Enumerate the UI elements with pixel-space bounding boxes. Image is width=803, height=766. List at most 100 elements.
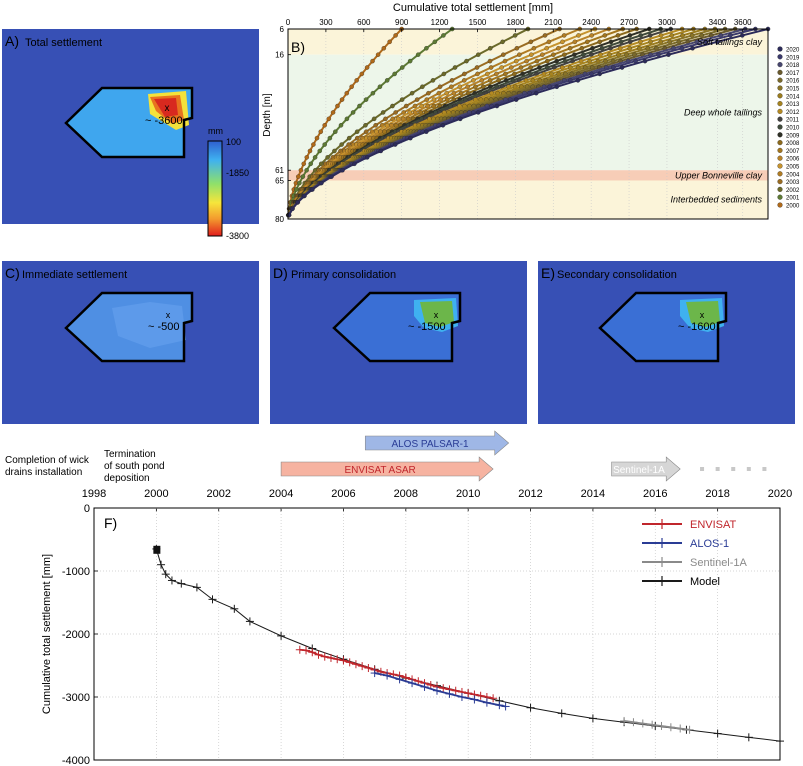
depth-profile-point xyxy=(412,103,418,109)
legend-marker xyxy=(777,101,783,107)
annotation-south-pond-line1: Termination xyxy=(104,449,156,460)
time-chart-y-tick-label: 0 xyxy=(84,503,90,515)
depth-profile-point xyxy=(354,78,359,83)
depth-profile-point xyxy=(461,78,467,83)
depth-chart-x-tick-label: 0 xyxy=(286,18,291,27)
depth-profile-point xyxy=(424,97,429,102)
depth-profile-point xyxy=(556,46,561,51)
depth-profile-point xyxy=(338,123,344,128)
time-axis-tick-label: 2006 xyxy=(331,488,355,500)
mission-continuation-dot xyxy=(746,467,751,471)
depth-profile-point xyxy=(528,65,533,70)
depth-profile-point xyxy=(528,39,534,45)
depth-chart-y-tick-label: 6 xyxy=(280,25,285,34)
time-chart-legend: ENVISAT ALOS-1 Sentinel-1A Model xyxy=(642,519,748,588)
legend-label: Model xyxy=(690,576,720,588)
depth-profile-point xyxy=(344,90,350,96)
depth-profile-point xyxy=(355,135,360,141)
max-value-label: ~ -3600 xyxy=(145,115,183,127)
depth-profile-point xyxy=(512,71,517,77)
depth-profile-point xyxy=(615,33,621,38)
time-axis-tick-label: 2014 xyxy=(581,488,605,500)
depth-profile-point xyxy=(551,52,556,57)
depth-profile-point xyxy=(333,129,338,134)
annotation-south-pond-line2: of south pond xyxy=(104,461,165,472)
depth-profile-point xyxy=(608,46,613,51)
legend-marker xyxy=(777,124,783,130)
depth-profile-point xyxy=(325,155,330,160)
time-axis-tick-label: 2008 xyxy=(394,488,418,500)
depth-profile-point xyxy=(440,123,446,128)
colorbar-tick-mid: -1850 xyxy=(226,168,249,178)
depth-profile-point xyxy=(576,33,581,38)
panel-label: D) xyxy=(273,265,288,281)
depth-profile-point xyxy=(332,148,337,154)
depth-profile-point xyxy=(339,97,345,102)
depth-profile-point xyxy=(560,39,565,45)
soil-zone-band xyxy=(288,170,768,181)
depth-profile-point xyxy=(666,52,671,57)
depth-profile-point xyxy=(475,71,480,77)
depth-profile-point xyxy=(403,103,409,109)
depth-profile-point xyxy=(392,142,398,147)
mission-arrow xyxy=(364,430,510,456)
depth-profile-point xyxy=(524,58,529,64)
settlement-hotspot-core xyxy=(420,301,454,327)
depth-profile-point xyxy=(590,46,595,51)
depth-profile-point xyxy=(304,155,310,160)
depth-profile-point xyxy=(529,52,534,57)
depth-profile-point xyxy=(378,148,384,154)
depth-chart-y-tick-label: 61 xyxy=(275,166,284,175)
depth-profile-point xyxy=(312,155,318,160)
depth-profile-point xyxy=(424,129,429,134)
depth-profile-point xyxy=(310,187,315,192)
depth-chart-y-tick-label: 16 xyxy=(275,51,284,60)
depth-profile-point xyxy=(567,46,573,51)
depth-chart-y-tick-label: 80 xyxy=(275,215,284,224)
depth-profile-point xyxy=(377,84,383,90)
depth-profile-point xyxy=(339,142,344,147)
depth-profile-point xyxy=(364,129,369,134)
legend-label: 2016 xyxy=(786,79,800,85)
legend-label: Sentinel-1A xyxy=(690,557,748,569)
depth-profile-point xyxy=(487,78,493,83)
initial-settlement-block xyxy=(153,545,161,554)
time-axis-tick-label: 2002 xyxy=(206,488,230,500)
depth-chart-x-tick-label: 900 xyxy=(395,18,409,27)
depth-profile-point xyxy=(514,46,520,51)
legend-label: ALOS-1 xyxy=(690,538,729,550)
colorbar-tick-bottom: -3800 xyxy=(226,231,249,241)
time-chart-y-tick-label: -4000 xyxy=(62,755,90,766)
depth-profile-point xyxy=(307,148,313,154)
mission-label: ENVISAT ASAR xyxy=(344,465,415,476)
depth-profile-point xyxy=(373,123,378,128)
depth-profile-point xyxy=(298,167,304,173)
depth-profile-point xyxy=(354,129,360,134)
legend-label: 2009 xyxy=(786,133,800,139)
time-axis-tick-label: 1998 xyxy=(82,488,106,500)
mission-arrow xyxy=(280,456,494,482)
panel-title: Secondary consolidation xyxy=(557,269,677,281)
legend-label: 2012 xyxy=(786,110,800,116)
depth-profile-point xyxy=(340,167,345,173)
depth-profile-point xyxy=(501,52,506,57)
depth-profile-point xyxy=(370,90,376,96)
legend-marker xyxy=(777,54,783,60)
depth-profile-point xyxy=(335,103,340,109)
depth-profile-point xyxy=(387,39,392,45)
depth-profile-point xyxy=(585,39,590,45)
depth-profile-point xyxy=(554,84,560,90)
soil-zone-labels: Soft tailings clay Deep whole tailings Upp… xyxy=(670,37,762,205)
depth-profile-point xyxy=(562,52,567,57)
depth-profile-point xyxy=(488,46,493,51)
satellite-mission-arrows: ALOS PALSAR-1 ENVISAT ASAR Sentinel-1A xyxy=(280,430,767,482)
depth-profile-point xyxy=(690,46,695,51)
depth-profile-point xyxy=(381,46,387,51)
depth-profile-point xyxy=(300,174,306,179)
depth-profile-point xyxy=(462,71,467,77)
depth-profile-point xyxy=(658,33,664,38)
legend-label: 2010 xyxy=(786,126,800,132)
depth-profile-point xyxy=(648,33,653,38)
depth-profile-point xyxy=(579,46,585,51)
colorbar-gradient xyxy=(207,140,223,237)
